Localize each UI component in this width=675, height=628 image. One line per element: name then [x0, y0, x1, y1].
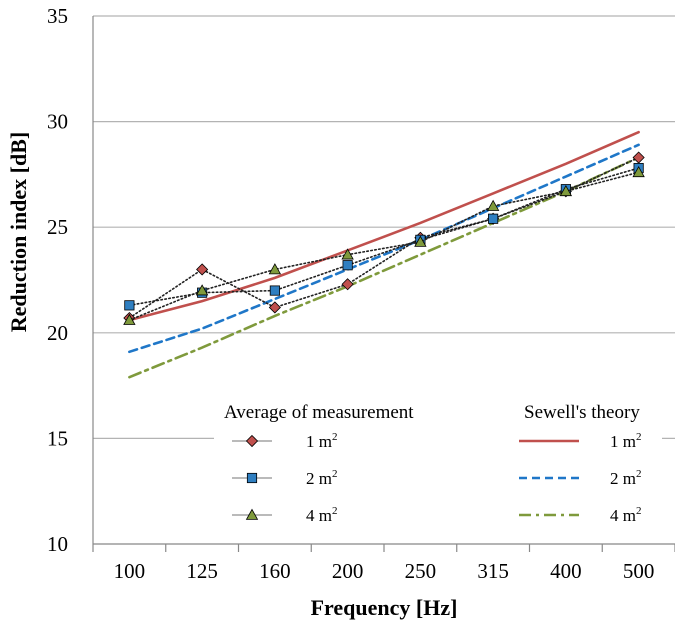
x-tick-label-250: 250: [405, 559, 437, 583]
legend-label-1-1: 2 m2: [610, 468, 641, 488]
point-measurement-1-315: [488, 213, 499, 224]
x-tick-label-160: 160: [259, 559, 291, 583]
point-measurement-1-100: [124, 300, 135, 311]
series-line-measurement-2: [128, 171, 640, 321]
axes-layer: 10 15 20 25 30 35 100 125 160 200 250 315 400 500: [47, 4, 675, 583]
legend-label-1-2: 4 m2: [610, 505, 641, 525]
point-measurement-1-160: [269, 285, 280, 296]
y-tick-label-4: 30: [47, 110, 68, 134]
series-line-theory-1: [128, 143, 640, 354]
y-tick-label-5: 35: [47, 4, 68, 28]
point-measurement-0-200: [341, 278, 354, 291]
point-measurement-1-200: [342, 260, 353, 271]
point-measurement-0-160: [268, 301, 281, 314]
x-tick-label-200: 200: [332, 559, 364, 583]
x-tick-label-125: 125: [186, 559, 218, 583]
series-layer: [123, 130, 645, 379]
y-tick-label-0: 10: [47, 532, 68, 556]
y-axis-title: Reduction index [dB]: [6, 132, 31, 332]
point-measurement-0-125: [196, 263, 209, 276]
series-line-measurement-0: [128, 156, 640, 319]
legend-label-0-0: 1 m2: [306, 431, 337, 451]
legend-header-1: Sewell's theory: [524, 402, 640, 423]
series-line-theory-0: [128, 130, 640, 322]
x-tick-label-500: 500: [623, 559, 655, 583]
legend-label-0-2: 4 m2: [306, 505, 337, 525]
y-tick-label-1: 15: [47, 426, 68, 450]
legend-label-0-1: 2 m2: [306, 468, 337, 488]
legend-header-0: Average of measurement: [224, 402, 414, 423]
legend-marker-0-1: [246, 472, 258, 484]
point-measurement-2-400: [559, 184, 573, 197]
point-measurement-2-315: [486, 199, 500, 211]
x-tick-label-100: 100: [114, 559, 146, 583]
point-measurement-2-160: [268, 263, 282, 275]
grid-layer: [93, 15, 675, 439]
x-tick-label-315: 315: [477, 559, 509, 583]
x-tick-label-400: 400: [550, 559, 582, 583]
legend-label-1-0: 1 m2: [610, 431, 641, 451]
point-measurement-2-500: [632, 165, 645, 178]
point-measurement-0-500: [632, 151, 645, 164]
point-measurement-2-200: [341, 248, 354, 260]
point-measurement-2-125: [195, 284, 209, 296]
point-measurement-2-100: [123, 313, 136, 325]
legend-marker-0-0: [245, 434, 259, 448]
legend-marker-0-2: [245, 508, 259, 520]
x-axis-title: Frequency [Hz]: [311, 595, 458, 620]
y-tick-label-2: 20: [47, 321, 68, 345]
point-measurement-2-250: [414, 235, 427, 247]
y-tick-label-3: 25: [47, 215, 68, 239]
legend: Average of measurement 1 m2 2 m2 4 m2 Sewell…: [214, 388, 662, 536]
legend-box: [214, 388, 662, 536]
